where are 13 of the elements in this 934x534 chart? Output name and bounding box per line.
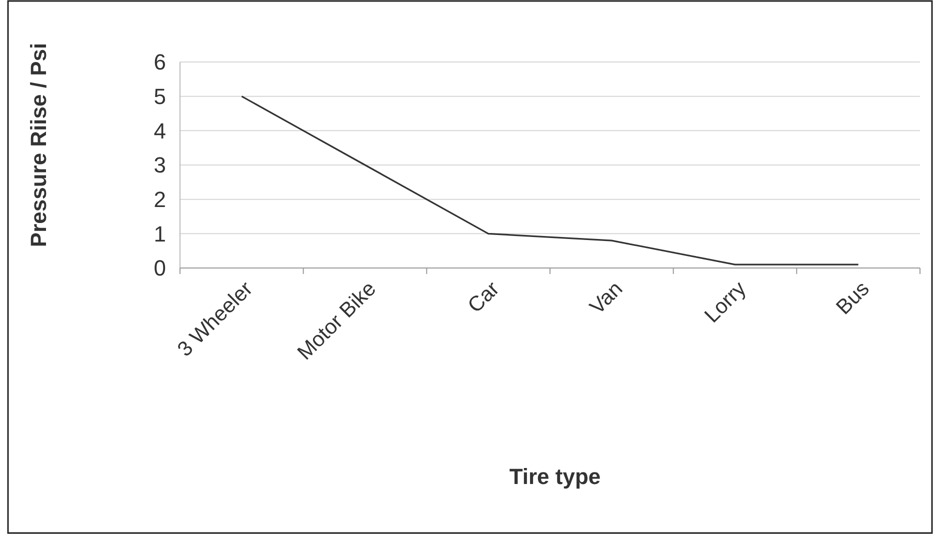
y-tick-label: 3 <box>154 152 166 178</box>
x-axis-title: Tire type <box>509 464 601 489</box>
y-tick-label: 1 <box>154 221 166 246</box>
y-tick-label: 6 <box>154 50 166 75</box>
x-tick-label: Car <box>464 277 504 318</box>
y-axis-title: Pressure Riise / Psi <box>26 42 51 248</box>
line-series <box>240 96 860 266</box>
y-tick-label: 0 <box>154 256 166 281</box>
x-tick-label: Bus <box>832 277 874 320</box>
y-tick-label: 2 <box>154 187 166 212</box>
y-tick-label: 4 <box>154 118 166 144</box>
y-tick-label: 5 <box>154 84 166 110</box>
x-tick-label: Van <box>586 277 628 319</box>
